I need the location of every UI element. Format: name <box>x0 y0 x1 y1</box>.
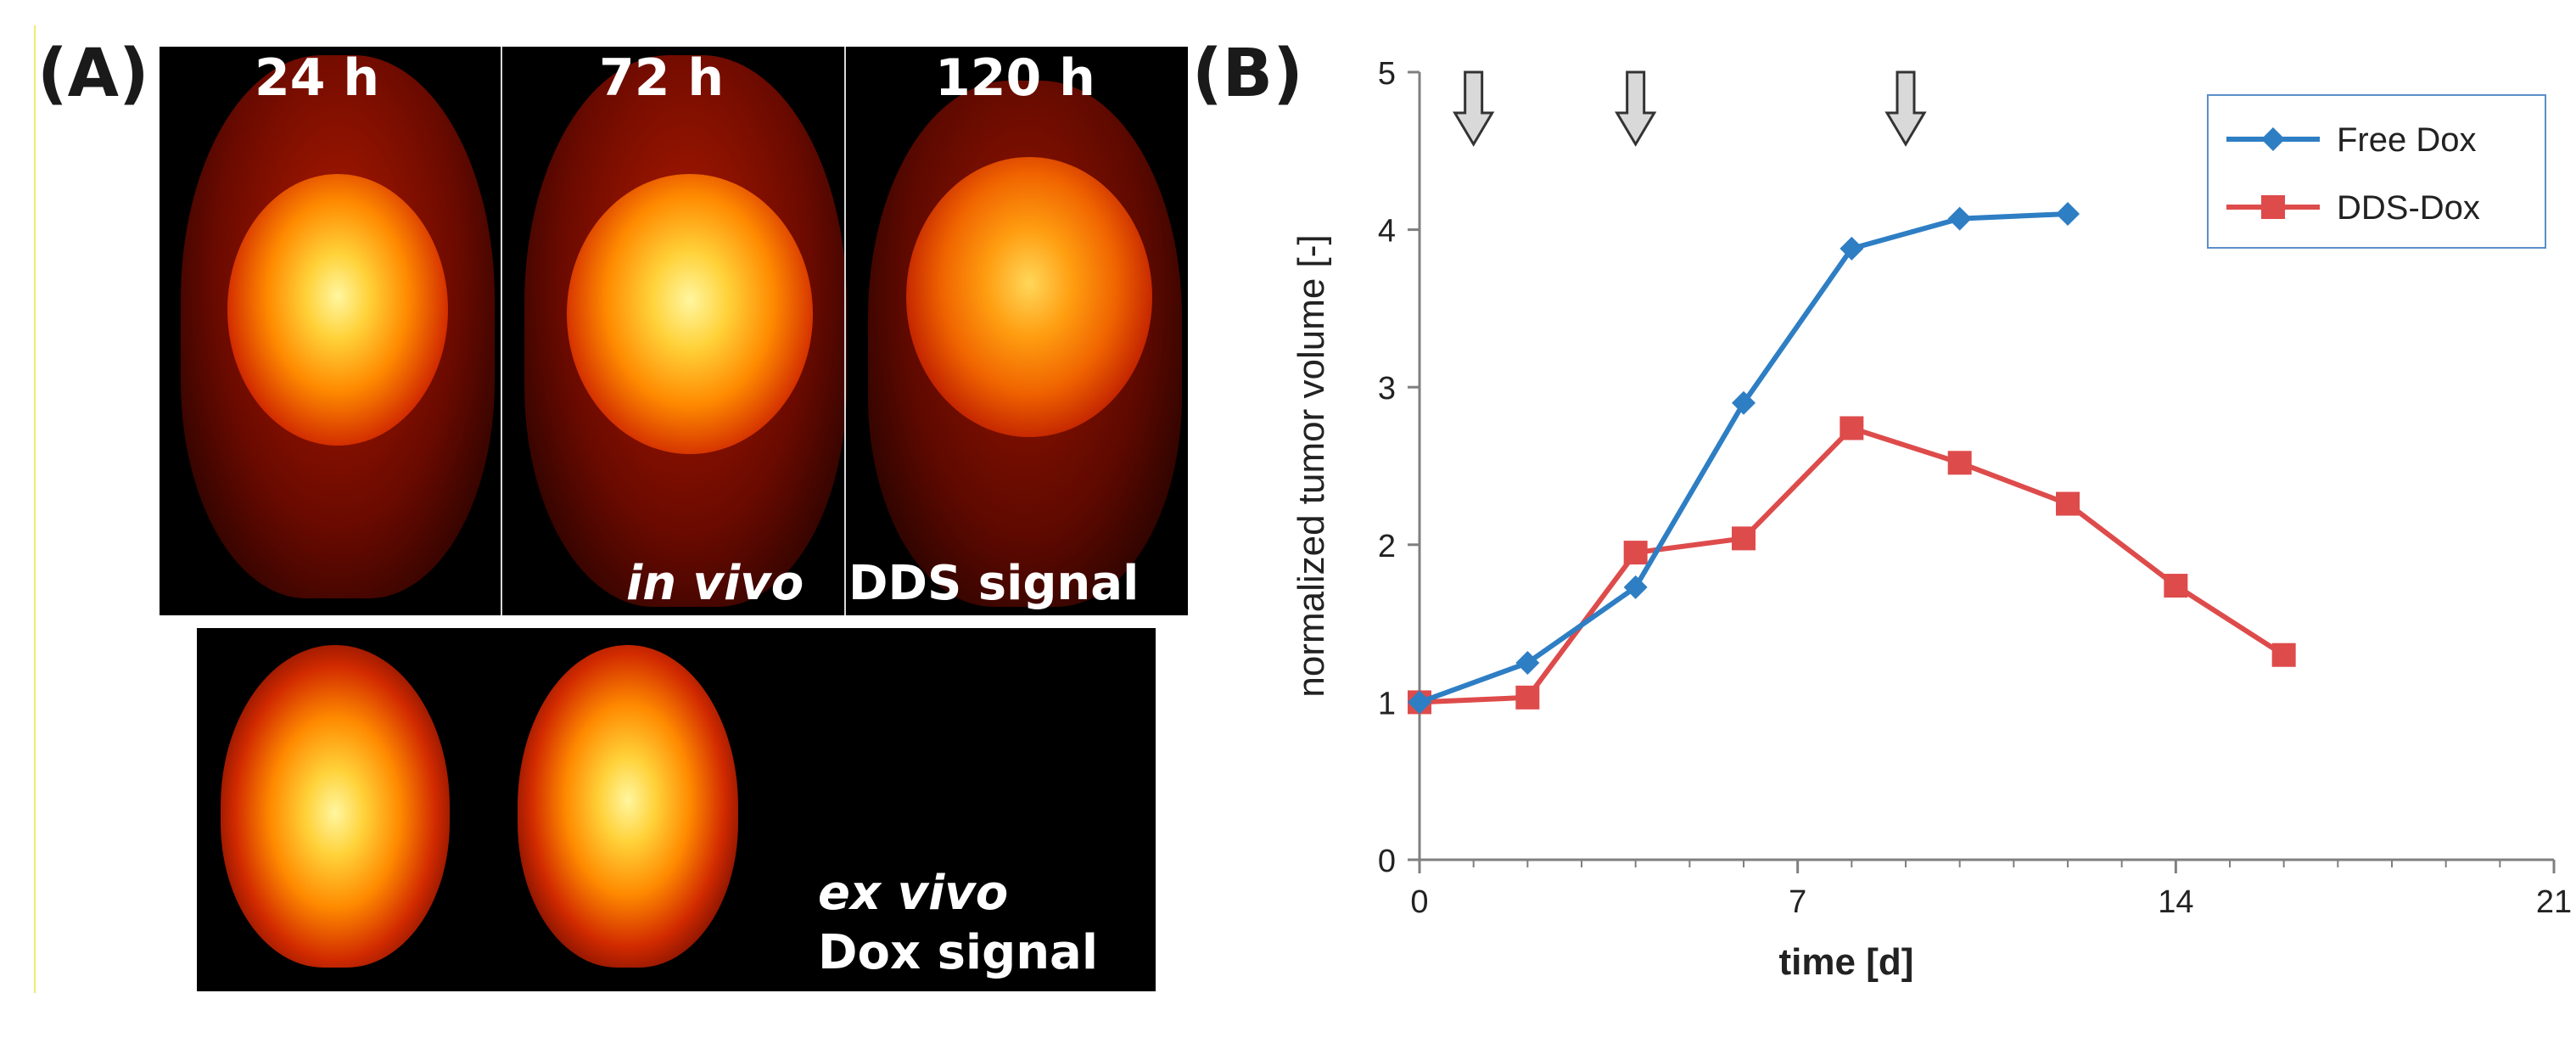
time-label-24h: 24 h <box>255 48 380 108</box>
data-point-dds-dox <box>2164 574 2188 598</box>
data-point-free-dox <box>1947 206 1972 231</box>
panel-divider-line <box>34 25 36 993</box>
y-tick-label: 1 <box>1378 686 1396 721</box>
ex-vivo-tumor-2 <box>518 645 738 968</box>
image-separator-2 <box>844 47 846 615</box>
dox-signal-label: Dox signal <box>818 925 1099 980</box>
data-point-dds-dox <box>2056 491 2080 516</box>
data-point-dds-dox <box>1623 541 1648 565</box>
y-tick-label: 4 <box>1378 214 1396 250</box>
data-point-free-dox <box>1623 575 1648 599</box>
legend-marker-diamond <box>2261 127 2285 151</box>
data-point-dds-dox <box>1840 416 1864 440</box>
time-label-120h: 120 h <box>935 48 1095 108</box>
y-tick-label: 5 <box>1378 56 1396 92</box>
data-point-free-dox <box>1408 690 1431 715</box>
dds-signal-label: DDS signal <box>848 556 1140 611</box>
x-tick-label: 0 <box>1410 884 1428 920</box>
ex-vivo-tumor-1 <box>221 645 450 968</box>
tumor-signal-72h <box>567 174 813 454</box>
data-point-dds-dox <box>1515 685 1540 710</box>
in-vivo-label: in vivo <box>626 556 804 611</box>
y-tick-label: 2 <box>1378 529 1396 564</box>
panel-a-label: (A) <box>37 36 149 112</box>
legend-label: DDS-Dox <box>2337 189 2480 227</box>
data-point-dds-dox <box>1947 451 1972 475</box>
panel-b-label: (B) <box>1192 36 1303 112</box>
legend-label: Free Dox <box>2337 121 2477 159</box>
data-point-free-dox <box>1515 651 1540 675</box>
ex-vivo-label: ex vivo <box>818 866 1009 921</box>
dosing-arrow-icon <box>1884 70 1927 147</box>
data-point-dds-dox <box>1732 526 1756 551</box>
data-point-free-dox <box>1840 236 1864 261</box>
dosing-arrow-icon <box>1453 70 1495 147</box>
data-point-dds-dox <box>2271 642 2296 667</box>
x-axis-label: time [d] <box>1779 941 1914 983</box>
y-axis-label: normalized tumor volume [-] <box>1291 234 1332 697</box>
data-point-free-dox <box>2056 202 2080 227</box>
x-tick-label: 21 <box>2536 884 2572 920</box>
ex-vivo-image: ex vivo Dox signal <box>197 628 1156 991</box>
data-point-free-dox <box>1732 390 1756 415</box>
series-line-dds-dox <box>1419 425 2286 705</box>
image-separator-1 <box>501 47 502 615</box>
time-label-72h: 72 h <box>599 48 725 108</box>
tumor-signal-24h <box>227 174 448 446</box>
x-tick-label: 14 <box>2158 884 2193 920</box>
legend-marker-square <box>2261 195 2285 219</box>
tumor-signal-120h <box>906 157 1152 437</box>
legend-box <box>2207 94 2546 249</box>
in-vivo-image-strip: 24 h 72 h 120 h in vivo DDS signal <box>160 47 1188 615</box>
x-tick-label: 7 <box>1789 884 1806 920</box>
dosing-arrow-icon <box>1615 70 1657 147</box>
y-tick-label: 0 <box>1378 844 1396 879</box>
y-tick-label: 3 <box>1378 371 1396 407</box>
tumor-volume-chart: 0 1 2 3 4 5 0 7 14 21 time [d] normalized tumor vol… <box>1291 56 2572 983</box>
